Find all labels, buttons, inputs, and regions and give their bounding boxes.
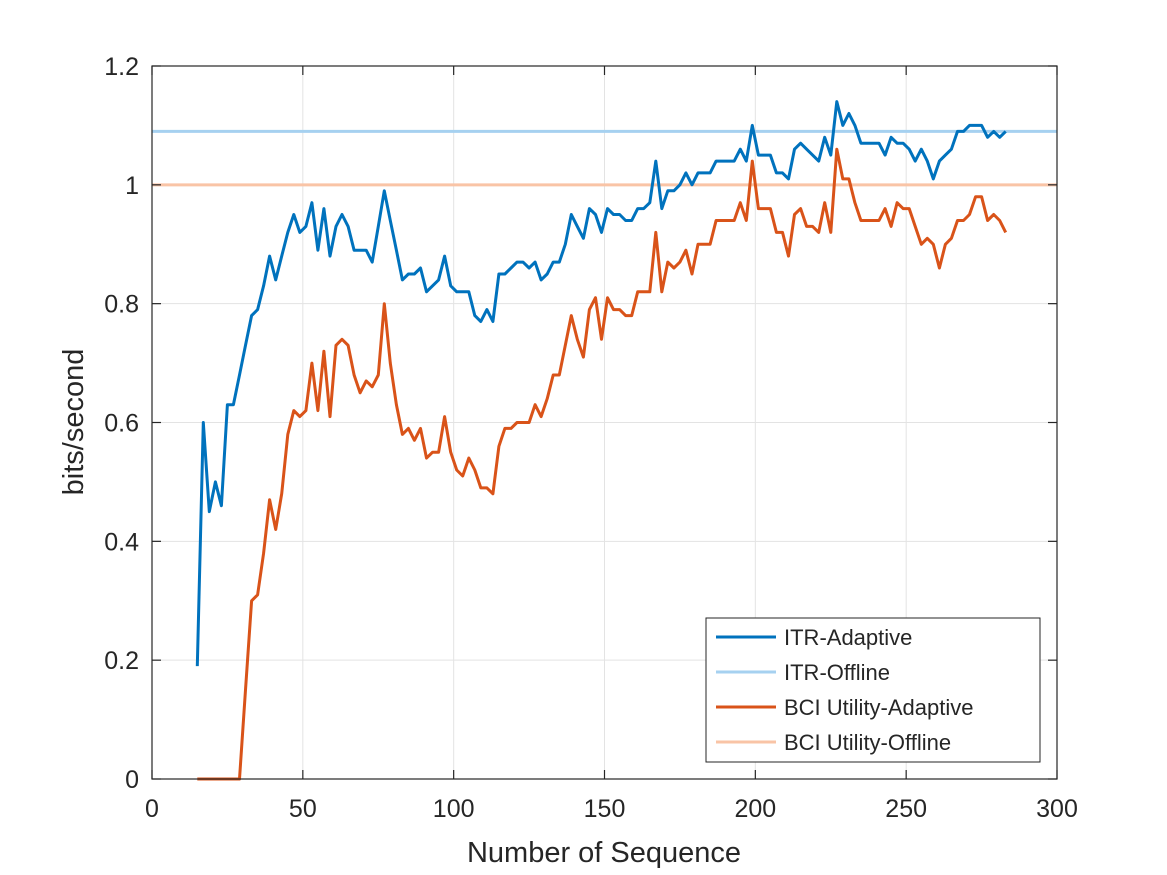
- y-tick-label: 0.2: [104, 647, 139, 675]
- x-tick-label: 200: [734, 795, 776, 823]
- ticks: [151, 65, 1058, 780]
- series-lines: [152, 100, 1057, 781]
- y-tick-label: 0.4: [104, 528, 139, 556]
- y-tick-label: 0: [125, 766, 139, 794]
- x-tick-label: 0: [145, 795, 159, 823]
- x-tick-label: 150: [584, 795, 626, 823]
- legend-label-bci-utility-offline: BCI Utility-Offline: [784, 730, 951, 755]
- x-tick-label: 100: [433, 795, 475, 823]
- tick-labels: 0 50 100 150 200 250 300 0 0.2 0.4 0.6 0.8 1 1.2: [104, 53, 1078, 823]
- x-tick-label: 300: [1036, 795, 1078, 823]
- y-tick-label: 0.6: [104, 410, 139, 438]
- legend: ITR-Adaptive ITR-Offline BCI Utility-Ada…: [705, 617, 1041, 763]
- legend-box: [705, 617, 1041, 763]
- y-tick-label: 1: [125, 172, 139, 200]
- series-line-itr-adaptive: [195, 100, 1007, 667]
- y-tick-label: 1.2: [104, 53, 139, 81]
- legend-label-bci-utility-adaptive: BCI Utility-Adaptive: [784, 695, 974, 720]
- legend-label-itr-offline: ITR-Offline: [784, 660, 890, 685]
- x-tick-label: 250: [885, 795, 927, 823]
- legend-label-itr-adaptive: ITR-Adaptive: [784, 625, 912, 650]
- x-axis-label: Number of Sequence: [467, 837, 741, 869]
- y-axis-label: bits/second: [58, 349, 90, 496]
- x-tick-label: 50: [289, 795, 317, 823]
- series-line-bci-utility-adaptive: [197, 147, 1008, 781]
- y-tick-label: 0.8: [104, 291, 139, 319]
